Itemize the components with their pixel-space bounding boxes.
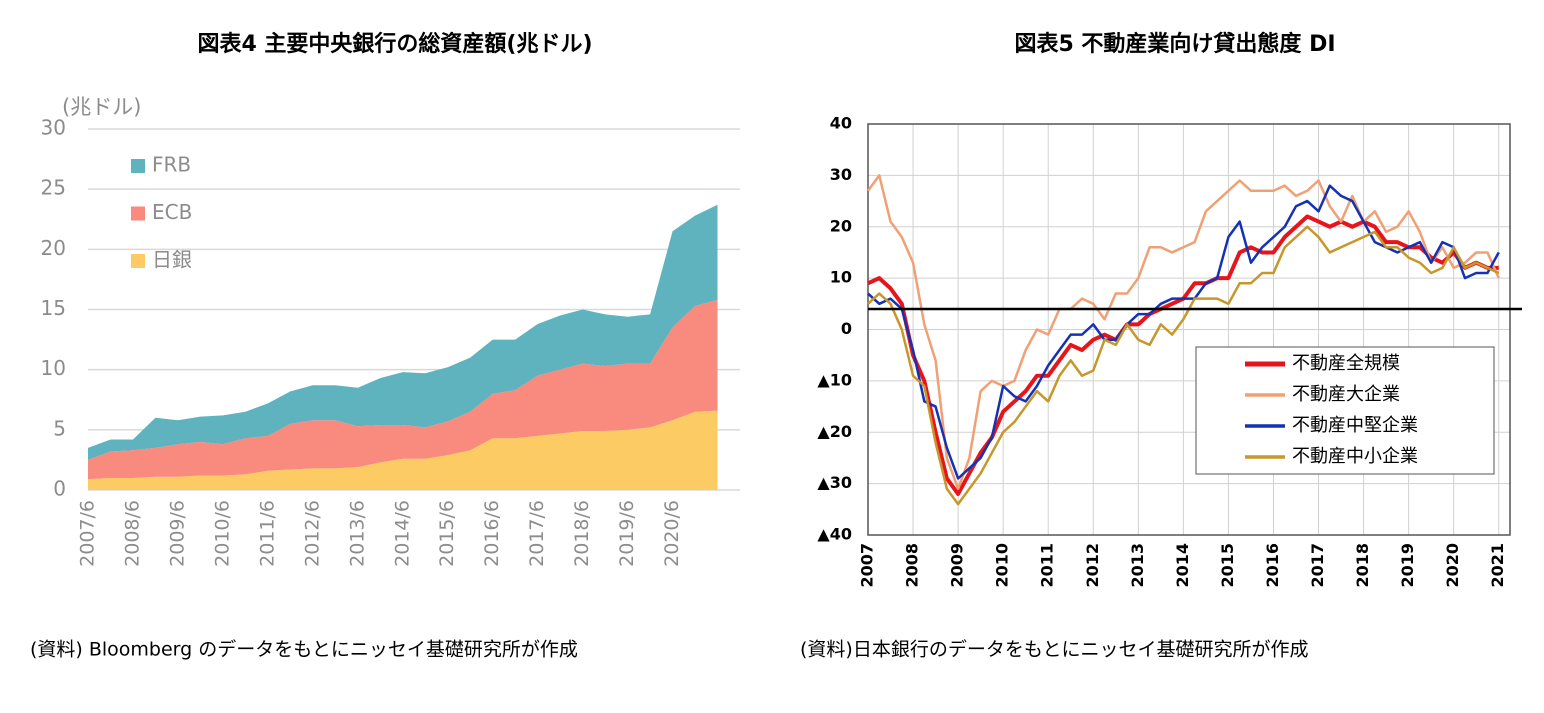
area bbox=[88, 410, 718, 490]
x-tick-label: 2012 bbox=[1083, 543, 1102, 588]
plot-frame bbox=[867, 123, 1511, 536]
y-tick-label: 0 bbox=[841, 319, 852, 338]
chart-title: 図表4 主要中央銀行の総資産額(兆ドル) bbox=[197, 31, 592, 57]
y-tick-label: 20 bbox=[830, 216, 852, 235]
legend-box bbox=[1195, 346, 1495, 475]
x-tick-label: 2020 bbox=[1443, 543, 1462, 588]
line bbox=[867, 184, 1500, 480]
y-tick-label: 15 bbox=[41, 296, 66, 320]
x-tick-label: 2018 bbox=[1353, 543, 1372, 588]
area bbox=[88, 204, 718, 460]
y-tick-label: 0 bbox=[53, 477, 66, 501]
x-tick-label: 2009 bbox=[948, 543, 967, 588]
x-tick-label: 2010 bbox=[993, 543, 1012, 588]
x-tick-label: 2020/6 bbox=[661, 500, 683, 567]
legend-swatch bbox=[131, 159, 145, 173]
x-tick-label: 2013/6 bbox=[346, 500, 368, 567]
x-tick-label: 2012/6 bbox=[301, 500, 323, 567]
legend-swatch bbox=[131, 254, 145, 268]
x-tick-label: 2016 bbox=[1263, 543, 1282, 588]
y-tick-label: 5 bbox=[53, 416, 66, 440]
line bbox=[866, 174, 1500, 491]
y-tick-label: 20 bbox=[41, 236, 66, 260]
x-tick-label: 2010/6 bbox=[211, 500, 233, 567]
x-tick-label: 2019 bbox=[1398, 543, 1417, 588]
x-tick-label: 2019/6 bbox=[616, 500, 638, 567]
legend-swatch bbox=[131, 206, 145, 221]
legend-label: 日銀 bbox=[152, 248, 192, 272]
y-tick-label: 30 bbox=[41, 116, 66, 140]
x-tick-label: 2016/6 bbox=[481, 500, 503, 567]
x-tick-label: 2013 bbox=[1128, 543, 1147, 588]
x-tick-label: 2008/6 bbox=[121, 500, 143, 567]
x-tick-label: 2007/6 bbox=[77, 500, 99, 567]
chart-title: 図表5 不動産業向け貸出態度 DI bbox=[1014, 31, 1335, 57]
x-tick-label: 2021 bbox=[1488, 543, 1507, 588]
source-note: (資料)日本銀行のデータをもとにニッセイ基礎研究所が作成 bbox=[800, 639, 1308, 661]
y-tick-label: ▲40 bbox=[817, 525, 852, 544]
legend-label: ECB bbox=[152, 200, 192, 224]
legend-label: 不動産大企業 bbox=[1292, 384, 1400, 405]
y-tick-label: 25 bbox=[41, 176, 66, 200]
legend-label: FRB bbox=[152, 153, 191, 177]
x-tick-label: 2014 bbox=[1173, 543, 1192, 588]
line bbox=[867, 225, 1500, 506]
x-tick-label: 2017 bbox=[1308, 543, 1327, 588]
area bbox=[88, 299, 718, 480]
y-tick-label: ▲30 bbox=[817, 473, 852, 492]
x-tick-label: 2018/6 bbox=[571, 500, 593, 567]
x-tick-label: 2011 bbox=[1038, 543, 1057, 588]
legend-label: 不動産中小企業 bbox=[1292, 446, 1418, 467]
y-tick-label: 40 bbox=[830, 114, 852, 133]
legend-label: 不動産中堅企業 bbox=[1292, 415, 1418, 436]
legend-label: 不動産全規模 bbox=[1292, 353, 1400, 374]
y-tick-label: ▲20 bbox=[817, 422, 852, 441]
source-note: (資料) Bloomberg のデータをもとにニッセイ基礎研究所が作成 bbox=[30, 639, 578, 661]
y-tick-label: ▲10 bbox=[817, 370, 852, 389]
x-tick-label: 2011/6 bbox=[256, 500, 278, 567]
x-tick-label: 2014/6 bbox=[391, 500, 413, 567]
x-tick-label: 2008 bbox=[903, 543, 922, 588]
y-tick-label: 30 bbox=[830, 165, 852, 184]
y-tick-label: 10 bbox=[830, 268, 852, 287]
y-tick-label: 10 bbox=[41, 356, 66, 380]
y-axis-unit: (兆ドル) bbox=[62, 95, 141, 119]
x-tick-label: 2015/6 bbox=[436, 500, 458, 567]
x-tick-label: 2007 bbox=[858, 543, 877, 588]
x-tick-label: 2009/6 bbox=[166, 500, 188, 567]
x-tick-label: 2015 bbox=[1218, 543, 1237, 588]
x-tick-label: 2017/6 bbox=[526, 500, 548, 567]
